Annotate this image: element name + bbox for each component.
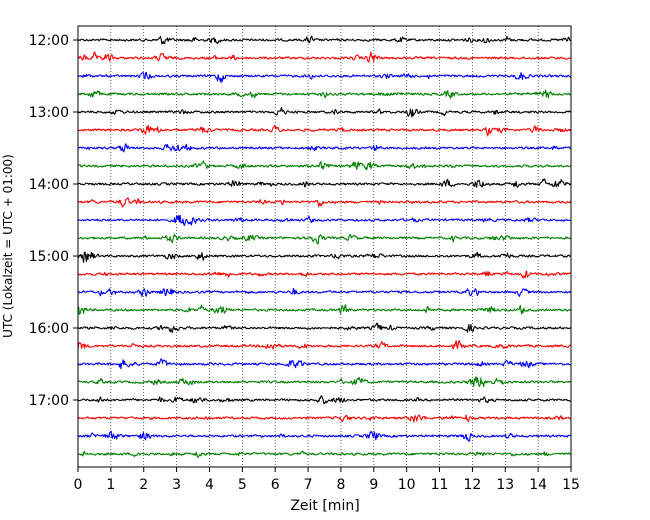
y-axis: 12:00 13:00 14:00 15:00 16:00 17:00: [29, 33, 78, 409]
seismogram-trace: [77, 270, 572, 279]
y-tick-label: 15:00: [29, 249, 69, 265]
x-tick-label: 0: [74, 477, 83, 493]
x-tick-label: 15: [562, 477, 580, 493]
plot-frame: [77, 25, 572, 468]
seismogram-trace: [77, 340, 572, 350]
y-axis-title: UTC (Lokalzeit = UTC + 01:00): [1, 154, 15, 338]
seismogram-trace: [77, 89, 572, 99]
seismogram-trace: [77, 376, 572, 388]
seismogram-trace: [77, 287, 572, 298]
x-tick-label: 14: [529, 477, 547, 493]
seismogram-trace: [77, 414, 572, 423]
grid-lines: [110, 26, 539, 467]
seismogram-trace: [77, 106, 572, 118]
y-tick-label: 12:00: [29, 33, 69, 49]
seismogram-trace: [77, 233, 572, 245]
x-tick-label: 12: [463, 477, 481, 493]
x-axis-title: Zeit [min]: [290, 498, 359, 514]
y-tick-label: 14:00: [29, 177, 69, 193]
seismogram-trace: [77, 214, 572, 227]
seismogram-traces: [77, 35, 572, 458]
x-tick-label: 1: [106, 477, 115, 493]
seismogram-trace: [77, 304, 572, 315]
seismogram-trace: [77, 430, 572, 442]
seismogram-trace: [77, 124, 572, 137]
x-axis: 0 1 2 3 4 5 6 7 8 9 10 11 12 13 14 15: [74, 467, 580, 493]
x-tick-label: 8: [336, 477, 345, 493]
x-tick-label: 7: [304, 477, 313, 493]
seismogram-trace: [77, 322, 572, 334]
seismogram-trace: [77, 450, 572, 458]
y-tick-label: 17:00: [29, 393, 69, 409]
seismogram-trace: [77, 160, 572, 171]
x-tick-label: 9: [369, 477, 378, 493]
x-tick-label: 11: [431, 477, 449, 493]
seismogram-trace: [77, 251, 572, 263]
seismogram-trace: [77, 358, 572, 370]
seismogram-trace: [77, 71, 572, 84]
x-tick-label: 5: [238, 477, 247, 493]
seismogram-trace: [77, 143, 572, 153]
y-tick-label: 13:00: [29, 105, 69, 121]
seismogram-trace: [77, 395, 572, 405]
x-tick-label: 6: [271, 477, 280, 493]
seismogram-trace: [77, 178, 572, 188]
seismogram-trace: [77, 197, 572, 208]
x-tick-label: 10: [398, 477, 416, 493]
seismogram-trace: [77, 35, 572, 45]
x-tick-label: 4: [205, 477, 214, 493]
x-tick-label: 2: [139, 477, 148, 493]
x-tick-label: 13: [496, 477, 514, 493]
seismogram-trace: [77, 51, 572, 63]
y-tick-label: 16:00: [29, 321, 69, 337]
x-tick-label: 3: [172, 477, 181, 493]
